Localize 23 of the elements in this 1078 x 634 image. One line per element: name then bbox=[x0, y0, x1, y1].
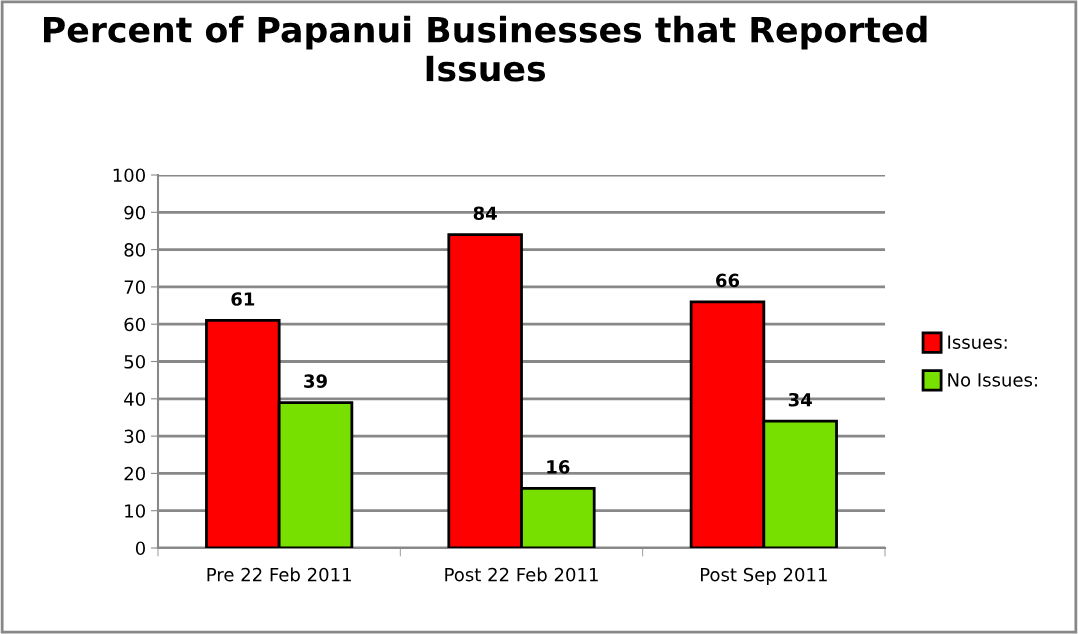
y-tick-label: 80 bbox=[124, 243, 145, 257]
y-tick-label: 20 bbox=[124, 466, 145, 481]
y-tick-label: 10 bbox=[125, 504, 145, 518]
y-tick-label: 30 bbox=[124, 429, 145, 444]
data-label: 16 bbox=[547, 460, 570, 474]
chart-title: Percent of Papanui Businesses that Reported Issues bbox=[43, 15, 927, 82]
data-label: 84 bbox=[473, 206, 497, 221]
y-tick-label: 40 bbox=[124, 392, 145, 406]
x-tick-label: Post Sep 2011 bbox=[700, 567, 827, 585]
legend-label: Issues: bbox=[948, 335, 1007, 349]
x-tick-label: Pre 22 Feb 2011 bbox=[207, 567, 351, 582]
x-tick-label: Post 22 Feb 2011 bbox=[445, 567, 598, 582]
y-tick-label: 90 bbox=[124, 205, 145, 220]
y-tick-label: 70 bbox=[124, 280, 145, 295]
data-label: 34 bbox=[788, 392, 812, 407]
legend-label: No Issues: bbox=[948, 373, 1037, 387]
data-label: 61 bbox=[231, 292, 255, 306]
data-label: 39 bbox=[304, 374, 327, 388]
y-tick-label: 60 bbox=[124, 317, 145, 332]
data-label: 66 bbox=[716, 273, 740, 288]
y-tick-label: 0 bbox=[135, 541, 145, 556]
y-tick-label: 100 bbox=[113, 168, 145, 183]
y-tick-label: 50 bbox=[124, 354, 145, 369]
